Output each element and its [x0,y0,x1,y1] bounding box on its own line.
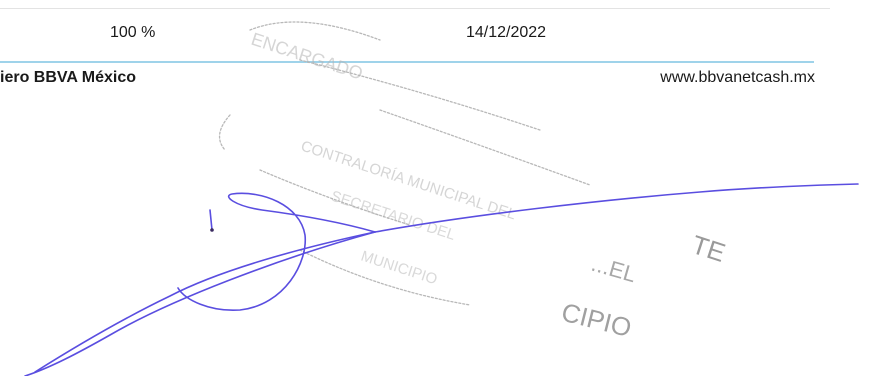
website-link[interactable]: www.bbvanetcash.mx [660,69,815,86]
bank-name: iero BBVA México [0,69,137,86]
header-divider [0,61,814,63]
percentage-value: 100 % [110,24,156,41]
top-divider [0,8,830,9]
date-value: 14/12/2022 [466,24,547,41]
